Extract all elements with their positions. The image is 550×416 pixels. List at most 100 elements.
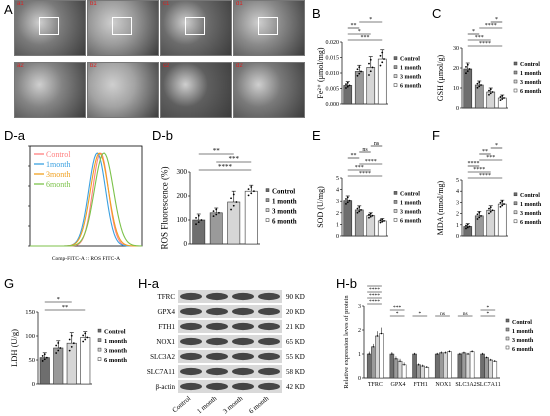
panel-label-B: B bbox=[312, 6, 321, 21]
sig-label: ns bbox=[362, 147, 368, 153]
data-point bbox=[250, 186, 253, 188]
data-point bbox=[356, 74, 359, 77]
chart-protein-expression: 0 1 2 3 Relative expression leves of protein… bbox=[343, 284, 534, 389]
y-tick-label: 4 bbox=[336, 188, 339, 194]
sig-label: **** bbox=[468, 161, 480, 167]
data-point bbox=[503, 203, 505, 205]
sig-label: * bbox=[472, 29, 475, 35]
data-point bbox=[459, 353, 461, 355]
y-tick-label: 5 bbox=[336, 176, 339, 182]
data-point bbox=[391, 353, 393, 355]
data-point bbox=[480, 214, 482, 217]
data-point bbox=[368, 216, 370, 219]
data-point bbox=[346, 81, 349, 84]
flow-legend-label: Control bbox=[46, 150, 71, 159]
y-tick-label: 300 bbox=[177, 168, 188, 176]
legend-label: 1 month bbox=[512, 329, 534, 335]
data-point bbox=[489, 92, 492, 95]
legend-swatch bbox=[513, 219, 518, 224]
data-point bbox=[478, 85, 481, 88]
sig-label: **** bbox=[485, 23, 497, 29]
blot-band bbox=[232, 337, 254, 346]
sig-label: * bbox=[486, 305, 489, 311]
data-point bbox=[478, 216, 481, 219]
data-point bbox=[426, 366, 428, 368]
blot-band bbox=[258, 367, 280, 376]
data-point bbox=[485, 356, 488, 359]
data-point bbox=[381, 220, 384, 223]
flow-frame bbox=[29, 145, 143, 247]
data-point bbox=[345, 83, 347, 85]
data-point bbox=[212, 215, 215, 218]
bar-6-month bbox=[244, 190, 258, 245]
data-point bbox=[247, 194, 250, 197]
blot-band bbox=[232, 292, 254, 301]
y-tick-label: 100 bbox=[25, 333, 35, 340]
data-point bbox=[379, 54, 382, 57]
legend-label: 3 month bbox=[104, 348, 127, 355]
legend-label: 3 month bbox=[400, 209, 422, 215]
bar-gpx4-s0 bbox=[389, 353, 395, 379]
blot-size-label: 58 KD bbox=[286, 368, 305, 376]
bar-slc7a11-s0 bbox=[480, 353, 485, 379]
data-point bbox=[466, 226, 469, 229]
legend-label: 3 month bbox=[520, 80, 542, 86]
blot-size-label: 42 KD bbox=[286, 383, 305, 391]
data-point bbox=[356, 211, 359, 214]
panel-label-Hb: H-b bbox=[336, 276, 357, 291]
sig-label: * bbox=[369, 17, 372, 23]
bar-nox1-s2 bbox=[443, 352, 448, 379]
data-point bbox=[383, 58, 385, 60]
x-tick-label: TFRC bbox=[368, 382, 383, 388]
legend-label: 6 month bbox=[512, 347, 534, 353]
bar-gpx4-s1 bbox=[393, 358, 399, 379]
data-point bbox=[476, 82, 479, 85]
bar-nox1-s0 bbox=[434, 353, 440, 379]
data-point bbox=[346, 85, 349, 88]
y-tick-label: 10 bbox=[453, 86, 459, 92]
data-point bbox=[195, 223, 197, 226]
data-point bbox=[84, 332, 87, 335]
data-point bbox=[230, 208, 232, 211]
legend-label: 3 month bbox=[520, 211, 542, 217]
data-point bbox=[84, 338, 87, 341]
bar-6-month bbox=[377, 58, 387, 105]
blot-protein-label: SLC3A2 bbox=[150, 353, 175, 361]
y-axis-label: MDA (nmol/mg) bbox=[436, 180, 445, 235]
legend-label: Control bbox=[400, 57, 420, 63]
data-point bbox=[230, 197, 232, 200]
data-point bbox=[380, 332, 383, 335]
data-point bbox=[43, 353, 46, 356]
blot-band bbox=[206, 367, 228, 376]
micrograph-tag: a1 bbox=[17, 1, 24, 7]
legend-label: 1 month bbox=[520, 202, 542, 208]
y-tick-label: 0 bbox=[32, 381, 35, 388]
data-point bbox=[491, 91, 494, 93]
sig-label: ** bbox=[482, 149, 488, 155]
bar-slc3a2-s3 bbox=[469, 351, 475, 379]
blot-band bbox=[258, 292, 280, 301]
blot-protein-label: FTH1 bbox=[158, 323, 175, 331]
data-point bbox=[383, 220, 385, 222]
legend-label: 6 month bbox=[520, 220, 542, 226]
data-point bbox=[417, 364, 420, 366]
data-point bbox=[368, 213, 370, 216]
legend-label: 3 month bbox=[400, 75, 422, 81]
sig-label: *** bbox=[355, 165, 364, 171]
data-point bbox=[376, 335, 379, 337]
sig-label: *** bbox=[361, 35, 370, 41]
legend-swatch bbox=[393, 209, 398, 213]
data-point bbox=[381, 218, 384, 221]
data-point bbox=[369, 215, 372, 218]
data-point bbox=[499, 96, 502, 98]
blot-band bbox=[232, 367, 254, 376]
data-point bbox=[345, 87, 347, 89]
sig-label: **** bbox=[359, 171, 371, 177]
sig-label: *** bbox=[486, 155, 495, 161]
data-point bbox=[253, 190, 255, 193]
data-point bbox=[72, 342, 75, 345]
y-axis-label: Relative expression leves of protein bbox=[343, 295, 350, 389]
data-point bbox=[346, 201, 349, 204]
